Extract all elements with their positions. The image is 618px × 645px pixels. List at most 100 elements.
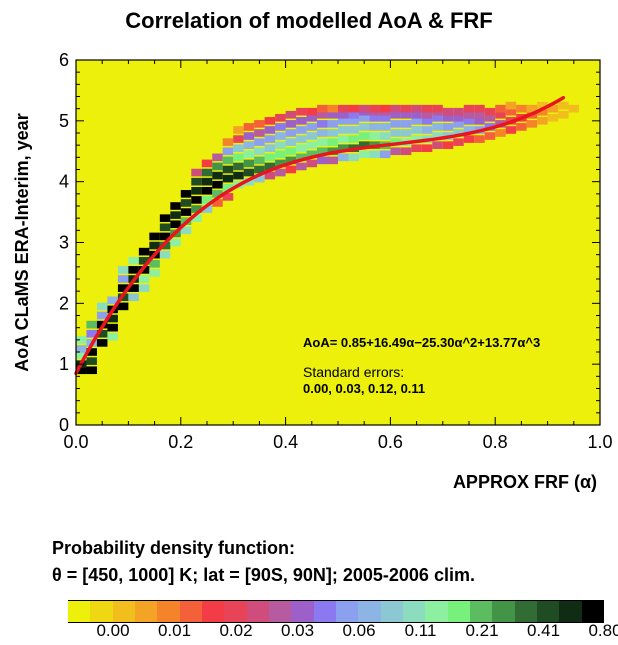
density-cell — [76, 366, 87, 375]
density-cell — [76, 351, 87, 359]
density-cell — [348, 110, 359, 119]
density-cell — [390, 147, 401, 156]
density-cell — [421, 110, 433, 119]
density-cell — [201, 177, 213, 186]
density-cell — [317, 129, 328, 137]
density-cell — [296, 144, 307, 153]
colorbar-swatch — [179, 601, 202, 622]
colorbar-swatch — [224, 601, 247, 622]
density-cell — [474, 117, 485, 125]
density-cell — [159, 232, 171, 241]
density-cell — [547, 104, 559, 113]
density-cell — [390, 110, 401, 119]
density-cell — [338, 135, 349, 143]
density-cell — [170, 220, 181, 229]
density-cell — [306, 123, 318, 131]
colorbar-swatch — [112, 601, 135, 622]
density-cell — [306, 107, 318, 116]
density-cell — [306, 141, 318, 149]
density-cell — [421, 104, 433, 113]
density-cell — [254, 129, 265, 137]
density-cell — [495, 104, 506, 113]
density-cell — [138, 266, 150, 274]
density-cell — [537, 101, 548, 110]
density-cell — [432, 132, 443, 140]
density-cell — [138, 275, 150, 283]
colorbar-swatch — [291, 601, 314, 622]
density-cell — [421, 117, 433, 125]
density-cell — [317, 110, 328, 119]
density-cell — [233, 135, 244, 143]
density-cell — [86, 320, 97, 329]
density-cell — [348, 117, 359, 125]
density-cell — [201, 168, 213, 177]
density-cell — [317, 138, 328, 146]
density-cell — [358, 123, 370, 131]
density-cell — [453, 120, 464, 128]
density-cell — [191, 168, 202, 177]
density-cell — [442, 141, 454, 149]
colorbar-swatch — [581, 601, 604, 622]
density-cell — [338, 126, 349, 134]
x-tick-label: 0.4 — [273, 432, 298, 452]
density-cell — [243, 159, 255, 168]
standard-errors-values: 0.00, 0.03, 0.12, 0.11 — [303, 381, 425, 396]
density-cell — [338, 153, 349, 162]
density-cell — [526, 120, 538, 128]
density-cell — [117, 275, 129, 283]
density-cell — [191, 177, 202, 186]
density-cell — [264, 162, 276, 171]
density-cell — [254, 147, 265, 156]
density-cell — [275, 123, 286, 131]
colorbar-swatch — [447, 601, 470, 622]
density-cell — [327, 120, 338, 128]
density-cell — [243, 141, 255, 149]
density-cell — [159, 250, 171, 259]
density-cell — [558, 110, 569, 119]
chart-title: Correlation of modelled AoA & FRF — [125, 8, 493, 33]
y-tick-label: 6 — [59, 50, 69, 70]
density-cell — [400, 104, 412, 113]
density-cell — [411, 104, 422, 113]
density-cell — [358, 104, 370, 113]
density-cell — [86, 329, 97, 338]
density-cell — [568, 104, 580, 113]
density-cell — [117, 266, 129, 274]
density-cell — [558, 101, 569, 110]
density-cell — [348, 135, 359, 143]
density-cell — [400, 129, 412, 137]
density-cell — [432, 113, 443, 122]
density-cell — [474, 110, 485, 119]
density-cell — [505, 126, 517, 134]
density-cell — [338, 110, 349, 119]
density-cell — [107, 332, 118, 341]
density-cell — [296, 135, 307, 143]
density-cell — [369, 104, 380, 113]
colorbar-tick-label: 0.80 — [588, 621, 618, 640]
density-cell — [222, 174, 234, 183]
y-tick-label: 5 — [59, 111, 69, 131]
density-cell — [180, 208, 192, 216]
density-cell — [264, 144, 276, 153]
density-cell — [484, 107, 496, 116]
colorbar-tick-label: 0.41 — [526, 621, 561, 640]
density-cell — [505, 101, 517, 110]
density-cell — [191, 214, 202, 222]
density-cell — [400, 120, 412, 128]
y-tick-label: 2 — [59, 293, 69, 313]
density-cell — [400, 110, 412, 119]
density-cell — [442, 107, 454, 116]
density-cell — [296, 117, 307, 125]
density-cell — [180, 190, 192, 198]
density-cell — [296, 126, 307, 134]
density-cell — [201, 205, 213, 213]
density-cell — [149, 241, 160, 250]
density-cell — [296, 162, 307, 171]
density-cell — [222, 138, 234, 146]
standard-errors-label: Standard errors: — [303, 364, 404, 380]
x-tick-label: 0.0 — [63, 432, 88, 452]
density-cell — [547, 113, 559, 122]
colorbar-tick-label: 0.21 — [465, 621, 499, 640]
colorbar-swatch — [313, 601, 336, 622]
density-cell — [285, 120, 297, 128]
